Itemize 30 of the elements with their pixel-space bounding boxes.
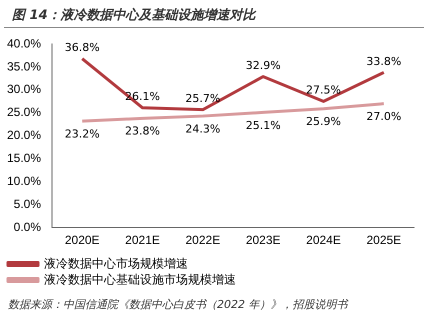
- x-tick-label: 2022E: [185, 233, 220, 248]
- y-tick-label: 0.0%: [14, 220, 42, 234]
- source-note: 数据来源：中国信通院《数据中心白皮书（2022 年）》，招股说明书: [7, 297, 350, 313]
- data-label: 23.8%: [125, 124, 160, 138]
- data-label: 25.9%: [306, 115, 341, 128]
- x-tick-label: 2020E: [64, 233, 100, 248]
- y-tick-label: 35.0%: [6, 59, 42, 74]
- y-tick-label: 5.0%: [14, 196, 42, 211]
- y-tick-label: 10.0%: [6, 174, 42, 188]
- data-label: 27.0%: [366, 110, 402, 124]
- data-label: 25.1%: [246, 118, 281, 132]
- chart-title: 图 14：液冷数据中心及基础设施增速对比: [4, 0, 424, 28]
- x-tick-label: 2023E: [246, 233, 281, 248]
- x-tick-label: 2024E: [306, 233, 341, 248]
- y-tick-label: 20.0%: [6, 128, 42, 142]
- data-label: 25.7%: [185, 92, 220, 105]
- data-label: 36.8%: [64, 41, 100, 54]
- y-tick-label: 30.0%: [6, 82, 42, 96]
- y-tick-label: 15.0%: [6, 151, 42, 166]
- legend-label: 液冷数据中心基础设施市场规模增速: [44, 272, 236, 286]
- y-tick-label: 25.0%: [6, 105, 42, 120]
- data-label: 33.8%: [366, 54, 402, 68]
- x-tick-label: 2025E: [366, 233, 402, 248]
- y-tick-label: 40.0%: [6, 36, 42, 50]
- x-tick-label: 2021E: [125, 233, 160, 248]
- data-label: 23.2%: [64, 127, 100, 140]
- legend-label: 液冷数据中心市场规模增速: [44, 256, 188, 270]
- data-label: 24.3%: [185, 122, 220, 136]
- data-label: 27.5%: [306, 84, 341, 97]
- data-label: 32.9%: [246, 58, 281, 72]
